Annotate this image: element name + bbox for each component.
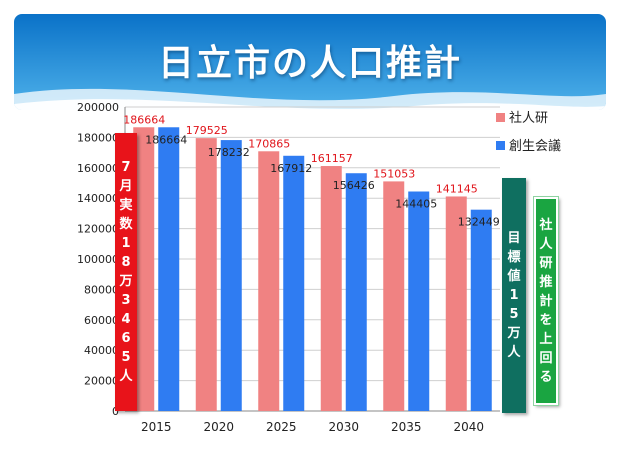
vertical-char: 4 bbox=[121, 312, 131, 327]
vertical-char: 値 bbox=[507, 269, 521, 284]
above-note-text: 社人研推計を上回る bbox=[539, 216, 552, 387]
target-note-box: 目標値 1 5 万人 bbox=[502, 178, 526, 413]
y-tick-label: 0 bbox=[112, 405, 119, 418]
vertical-char: 1 bbox=[121, 236, 131, 251]
above-note-box: 社人研推計を上回る bbox=[533, 196, 559, 406]
vertical-char: 3 bbox=[121, 293, 131, 308]
data-label-sousei: 132449 bbox=[458, 216, 500, 229]
y-tick-label: 60000 bbox=[84, 314, 119, 327]
legend-label: 社人研 bbox=[509, 110, 548, 126]
vertical-char: 5 bbox=[121, 350, 131, 365]
vertical-char: る bbox=[539, 369, 553, 385]
y-tick-label: 200000 bbox=[77, 101, 119, 114]
data-label-sousei: 186664 bbox=[145, 133, 187, 146]
vertical-char: 7 bbox=[121, 160, 131, 175]
x-tick-label: 2015 bbox=[141, 420, 172, 434]
vertical-char: 万 bbox=[507, 326, 521, 341]
data-label-sousei: 167912 bbox=[270, 162, 312, 175]
bar-sousei-2035 bbox=[408, 191, 430, 411]
data-label-shajinken: 161157 bbox=[311, 152, 353, 165]
y-tick-label: 160000 bbox=[77, 162, 119, 175]
x-tick-label: 2040 bbox=[453, 420, 484, 434]
vertical-char: 社 bbox=[539, 217, 553, 233]
vertical-char: 人 bbox=[119, 369, 133, 384]
data-label-sousei: 178232 bbox=[208, 146, 250, 159]
page-title: 日立市の人口推計 bbox=[157, 43, 462, 84]
vertical-char: 目 bbox=[507, 231, 521, 246]
legend-swatch bbox=[496, 141, 505, 150]
vertical-char: 計 bbox=[539, 293, 553, 309]
legend-swatch bbox=[496, 113, 505, 122]
data-label-sousei: 156426 bbox=[333, 179, 375, 192]
bar-sousei-2015 bbox=[158, 127, 180, 411]
y-tick-label: 140000 bbox=[77, 192, 119, 205]
bar-sousei-2025 bbox=[283, 155, 305, 411]
data-label-sousei: 144405 bbox=[395, 198, 437, 211]
y-tick-label: 20000 bbox=[84, 375, 119, 388]
vertical-char: 標 bbox=[507, 250, 521, 265]
target-note-text: 目標値 1 5 万人 bbox=[507, 229, 520, 362]
vertical-char: を bbox=[539, 312, 553, 328]
bar-sousei-2020 bbox=[220, 140, 242, 412]
bar-shajinken-2035 bbox=[383, 181, 405, 411]
vertical-char: 数 bbox=[119, 217, 133, 232]
x-tick-label: 2030 bbox=[328, 420, 359, 434]
x-tick-label: 2035 bbox=[391, 420, 422, 434]
data-label-shajinken: 186664 bbox=[123, 113, 165, 126]
bar-shajinken-2020 bbox=[195, 138, 217, 411]
y-tick-label: 40000 bbox=[84, 344, 119, 357]
y-tick-label: 180000 bbox=[77, 131, 119, 144]
vertical-char: 6 bbox=[121, 331, 131, 346]
vertical-char: 人 bbox=[507, 345, 521, 360]
data-label-shajinken: 170865 bbox=[248, 137, 290, 150]
vertical-char: 人 bbox=[539, 236, 553, 252]
vertical-char: 実 bbox=[119, 198, 133, 213]
left-note-text: 7 月実数 1 8 万 3 4 6 5 人 bbox=[119, 158, 132, 386]
vertical-char: 月 bbox=[119, 179, 133, 194]
x-tick-label: 2025 bbox=[266, 420, 297, 434]
y-tick-label: 100000 bbox=[77, 253, 119, 266]
legend-label: 創生会議 bbox=[509, 139, 561, 154]
bar-shajinken-2040 bbox=[445, 196, 467, 411]
y-tick-label: 120000 bbox=[77, 223, 119, 236]
bar-shajinken-2025 bbox=[258, 151, 280, 411]
bar-shajinken-2015 bbox=[133, 127, 155, 411]
y-tick-label: 80000 bbox=[84, 283, 119, 296]
bar-shajinken-2030 bbox=[320, 166, 342, 411]
vertical-char: 8 bbox=[121, 255, 131, 270]
vertical-char: 万 bbox=[119, 274, 133, 289]
x-tick-label: 2020 bbox=[203, 420, 234, 434]
bar-sousei-2040 bbox=[470, 209, 492, 411]
vertical-char: 5 bbox=[509, 307, 519, 322]
data-label-shajinken: 141145 bbox=[436, 182, 478, 195]
left-note-box: 7 月実数 1 8 万 3 4 6 5 人 bbox=[115, 133, 137, 411]
data-label-shajinken: 151053 bbox=[373, 167, 415, 180]
vertical-char: 推 bbox=[539, 274, 553, 290]
vertical-char: 研 bbox=[539, 255, 553, 271]
vertical-char: 1 bbox=[509, 288, 519, 303]
vertical-char: 上 bbox=[539, 331, 553, 347]
data-label-shajinken: 179525 bbox=[186, 124, 228, 137]
vertical-char: 回 bbox=[539, 350, 553, 366]
bar-sousei-2030 bbox=[345, 173, 367, 411]
